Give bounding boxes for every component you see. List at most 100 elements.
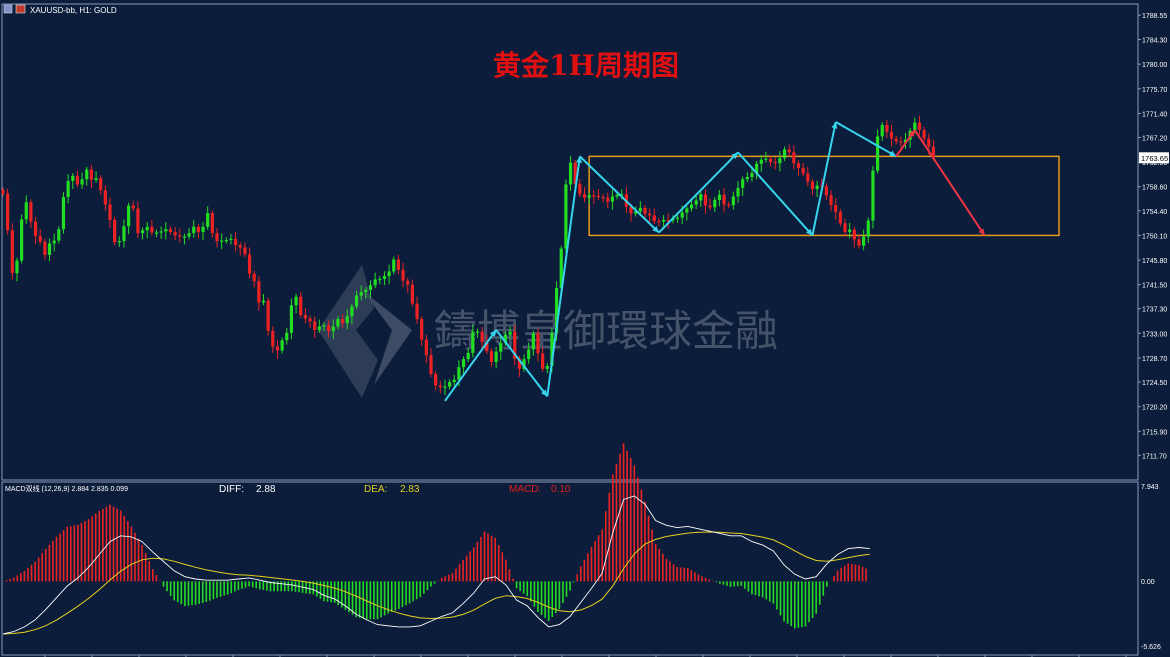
price-tick-label: 1741.50 bbox=[1142, 283, 1167, 290]
candle-body bbox=[606, 197, 610, 202]
candle bbox=[317, 319, 321, 333]
candle bbox=[480, 326, 484, 350]
candle bbox=[661, 215, 666, 228]
candle bbox=[66, 174, 70, 204]
candle bbox=[424, 334, 428, 364]
zigzag-arrow-head bbox=[731, 152, 739, 159]
price-tick-label: 1775.70 bbox=[1142, 87, 1167, 94]
candle bbox=[596, 189, 601, 200]
candle bbox=[47, 238, 52, 262]
candle-body bbox=[429, 355, 433, 375]
candle bbox=[787, 144, 791, 157]
candle-body bbox=[140, 230, 145, 234]
candle-body bbox=[778, 158, 782, 164]
candle-body bbox=[154, 232, 159, 234]
candle bbox=[71, 172, 75, 190]
candle bbox=[494, 346, 498, 369]
candle-body bbox=[713, 199, 717, 208]
candle bbox=[178, 228, 182, 243]
candle-body bbox=[862, 236, 866, 246]
candle bbox=[210, 210, 214, 238]
current-price-box bbox=[1139, 152, 1169, 164]
candle-body bbox=[266, 300, 270, 332]
candle-body bbox=[536, 333, 540, 354]
zigzag-arrow-head bbox=[805, 228, 813, 236]
candle-body bbox=[810, 181, 815, 190]
candle-body bbox=[722, 194, 726, 205]
candle-body bbox=[257, 281, 261, 303]
candle-body bbox=[406, 280, 410, 285]
candle bbox=[61, 192, 66, 234]
candle-body bbox=[871, 170, 875, 221]
candle bbox=[340, 314, 345, 328]
candle-body bbox=[466, 352, 470, 360]
candle-body bbox=[401, 269, 405, 281]
candle-body bbox=[103, 190, 107, 205]
candle-body bbox=[113, 219, 117, 243]
candle bbox=[755, 160, 759, 180]
candle bbox=[43, 238, 47, 260]
macd-histogram bbox=[5, 443, 867, 629]
candle bbox=[810, 178, 815, 196]
price-tick-label: 1745.80 bbox=[1142, 258, 1167, 265]
candle bbox=[862, 229, 866, 251]
candle bbox=[703, 189, 708, 214]
candle-body bbox=[596, 195, 601, 198]
candle-body bbox=[275, 346, 280, 351]
candle-body bbox=[322, 325, 326, 327]
macd-axis-top: 7.943 bbox=[1141, 484, 1159, 491]
candle-body bbox=[378, 278, 382, 281]
candle bbox=[545, 363, 549, 374]
candle-body bbox=[759, 159, 763, 164]
macd-plot-border bbox=[1, 481, 1139, 656]
candle-body bbox=[475, 331, 480, 333]
candle bbox=[196, 223, 200, 239]
candle-body bbox=[313, 321, 317, 330]
candle-body bbox=[66, 180, 70, 198]
symbol-label: XAUUSD-bb, H1: GOLD bbox=[30, 6, 117, 15]
candle-body bbox=[117, 241, 121, 243]
candle-body bbox=[350, 306, 354, 317]
candle bbox=[764, 151, 768, 163]
candle-body bbox=[354, 295, 359, 307]
candle bbox=[6, 188, 10, 235]
macd-value: 0.10 bbox=[551, 484, 571, 495]
candle-body bbox=[773, 162, 777, 164]
candle bbox=[257, 276, 261, 311]
candle bbox=[215, 228, 219, 248]
candle-body bbox=[680, 212, 684, 218]
candle-body bbox=[271, 331, 275, 347]
candle-body bbox=[89, 169, 93, 180]
symbol-header: XAUUSD-bb, H1: GOLD bbox=[3, 4, 117, 15]
candle bbox=[308, 315, 312, 328]
price-tick-label: 1780.00 bbox=[1142, 62, 1167, 69]
candle-body bbox=[866, 220, 870, 237]
candle bbox=[182, 233, 187, 245]
candle bbox=[899, 136, 903, 148]
candle bbox=[852, 226, 856, 248]
price-tick-label: 1711.70 bbox=[1142, 453, 1167, 460]
watermark-logo-icon bbox=[318, 265, 378, 398]
macd-axis-bottom: -5.626 bbox=[1141, 644, 1161, 651]
candle-body bbox=[801, 167, 805, 174]
candle-body bbox=[192, 226, 196, 234]
candle-body bbox=[122, 226, 126, 242]
candle bbox=[150, 219, 154, 236]
candle bbox=[866, 217, 870, 243]
candle-body bbox=[457, 367, 461, 380]
candle-body bbox=[527, 349, 531, 360]
candle-body bbox=[554, 288, 559, 333]
candle bbox=[801, 162, 805, 177]
price-tick-label: 1771.40 bbox=[1142, 111, 1167, 118]
macd-axis-zero: 0.00 bbox=[1141, 579, 1155, 586]
candle bbox=[187, 228, 191, 240]
candle-body bbox=[787, 149, 791, 153]
candle-body bbox=[838, 211, 842, 224]
price-tick-label: 1750.10 bbox=[1142, 233, 1167, 240]
price-tick-label: 1715.90 bbox=[1142, 429, 1167, 436]
candle bbox=[722, 187, 726, 213]
candle-body bbox=[922, 130, 926, 139]
candle-body bbox=[829, 195, 833, 206]
candle bbox=[201, 221, 205, 240]
